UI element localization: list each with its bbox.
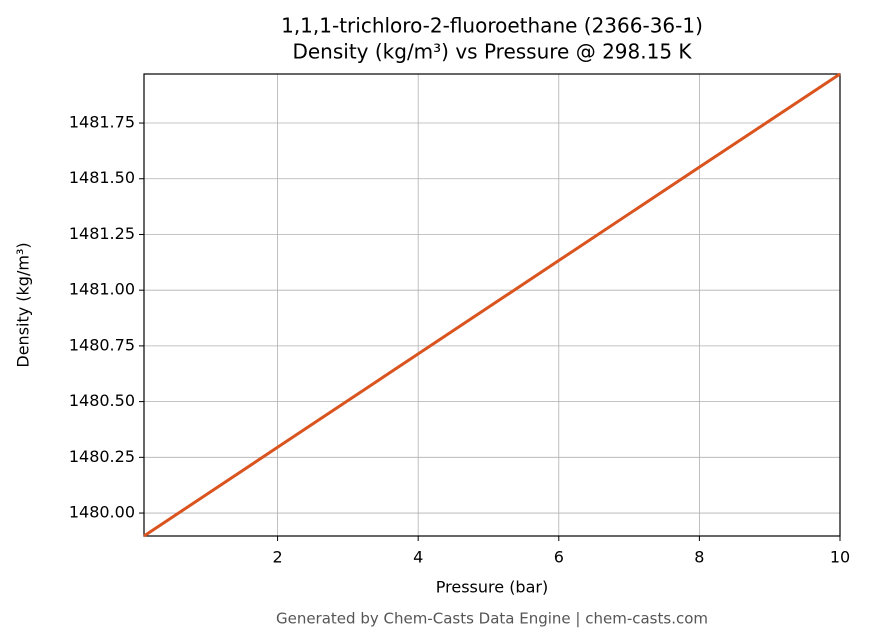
footer: Generated by Chem-Casts Data Engine | ch… (276, 610, 708, 628)
y-tick-label: 1481.50 (69, 168, 135, 187)
plot-frame (143, 73, 841, 537)
y-tick-label: 1480.25 (69, 447, 135, 466)
y-axis-label: Density (kg/m³) (14, 242, 33, 367)
x-axis-label: Pressure (bar) (436, 578, 548, 597)
chart-subtitle: Density (kg/m³) vs Pressure @ 298.15 K (292, 40, 692, 64)
chart-title: 1,1,1-trichloro-2-fluoroethane (2366-36-… (281, 14, 703, 38)
y-tick-label: 1480.75 (69, 335, 135, 354)
data-line (143, 72, 841, 538)
x-tick-label: 2 (272, 548, 282, 567)
y-tick-label: 1480.00 (69, 503, 135, 522)
x-tick-label: 10 (830, 548, 850, 567)
y-tick-label: 1481.00 (69, 280, 135, 299)
y-tick-label: 1481.25 (69, 224, 135, 243)
y-tick-label: 1481.75 (69, 113, 135, 132)
x-tick-label: 6 (554, 548, 564, 567)
x-tick-label: 8 (694, 548, 704, 567)
y-tick-label: 1480.50 (69, 391, 135, 410)
x-tick-label: 4 (413, 548, 423, 567)
